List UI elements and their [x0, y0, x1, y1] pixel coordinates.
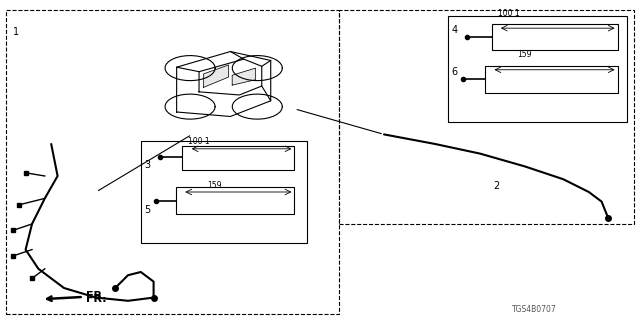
Bar — [485, 66, 618, 93]
Bar — [176, 187, 294, 214]
Text: 4: 4 — [451, 25, 458, 36]
Bar — [339, 10, 634, 224]
Text: 1: 1 — [13, 27, 19, 37]
Text: 100 1: 100 1 — [188, 137, 209, 146]
Bar — [6, 10, 339, 314]
Text: FR.: FR. — [86, 294, 107, 304]
Text: 3: 3 — [144, 160, 150, 170]
Text: 159: 159 — [518, 50, 532, 59]
Text: FR.: FR. — [47, 291, 107, 301]
Text: 2: 2 — [493, 180, 499, 191]
Text: 5: 5 — [144, 204, 150, 215]
Text: 159: 159 — [207, 181, 221, 190]
Bar — [448, 16, 627, 122]
Text: TGS4B0707: TGS4B0707 — [512, 305, 557, 314]
Polygon shape — [204, 65, 228, 87]
Bar — [141, 141, 307, 243]
Text: 6: 6 — [451, 67, 458, 77]
Bar — [182, 146, 294, 170]
Bar — [492, 24, 618, 50]
Text: 100 1: 100 1 — [498, 9, 520, 18]
Polygon shape — [232, 68, 255, 85]
